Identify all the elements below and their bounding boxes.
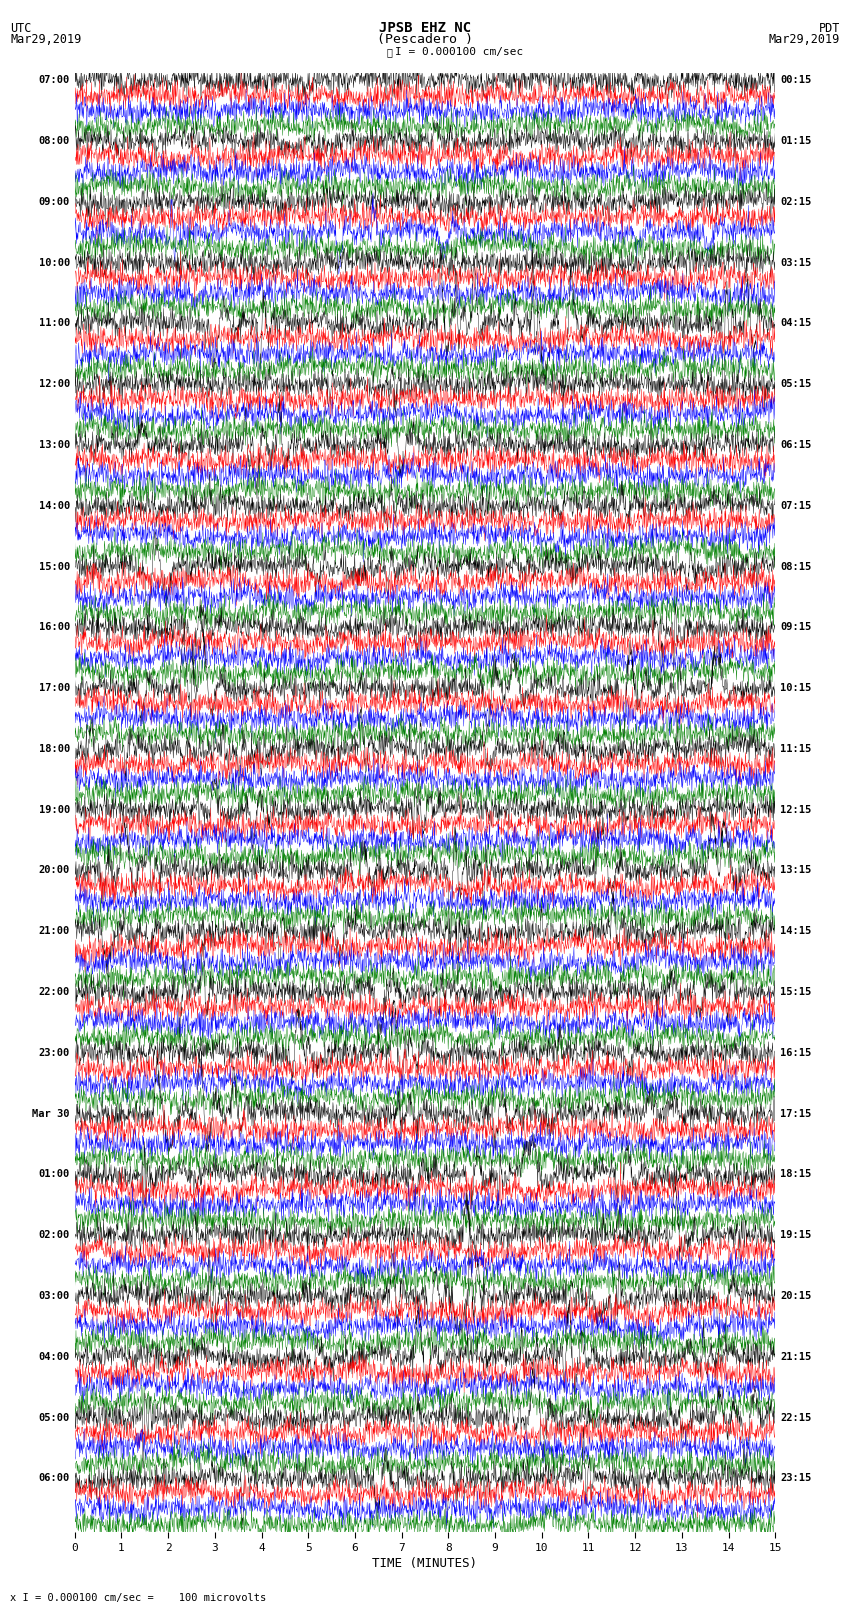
- Text: Mar29,2019: Mar29,2019: [10, 32, 82, 45]
- Text: (Pescadero ): (Pescadero ): [377, 32, 473, 45]
- Text: PDT: PDT: [819, 21, 840, 35]
- Text: UTC: UTC: [10, 21, 31, 35]
- Text: Mar29,2019: Mar29,2019: [768, 32, 840, 45]
- Text: ⎴: ⎴: [387, 47, 392, 58]
- Text: JPSB EHZ NC: JPSB EHZ NC: [379, 21, 471, 35]
- Text: x I = 0.000100 cm/sec =    100 microvolts: x I = 0.000100 cm/sec = 100 microvolts: [10, 1594, 266, 1603]
- X-axis label: TIME (MINUTES): TIME (MINUTES): [372, 1557, 478, 1569]
- Text: I = 0.000100 cm/sec: I = 0.000100 cm/sec: [395, 47, 524, 58]
